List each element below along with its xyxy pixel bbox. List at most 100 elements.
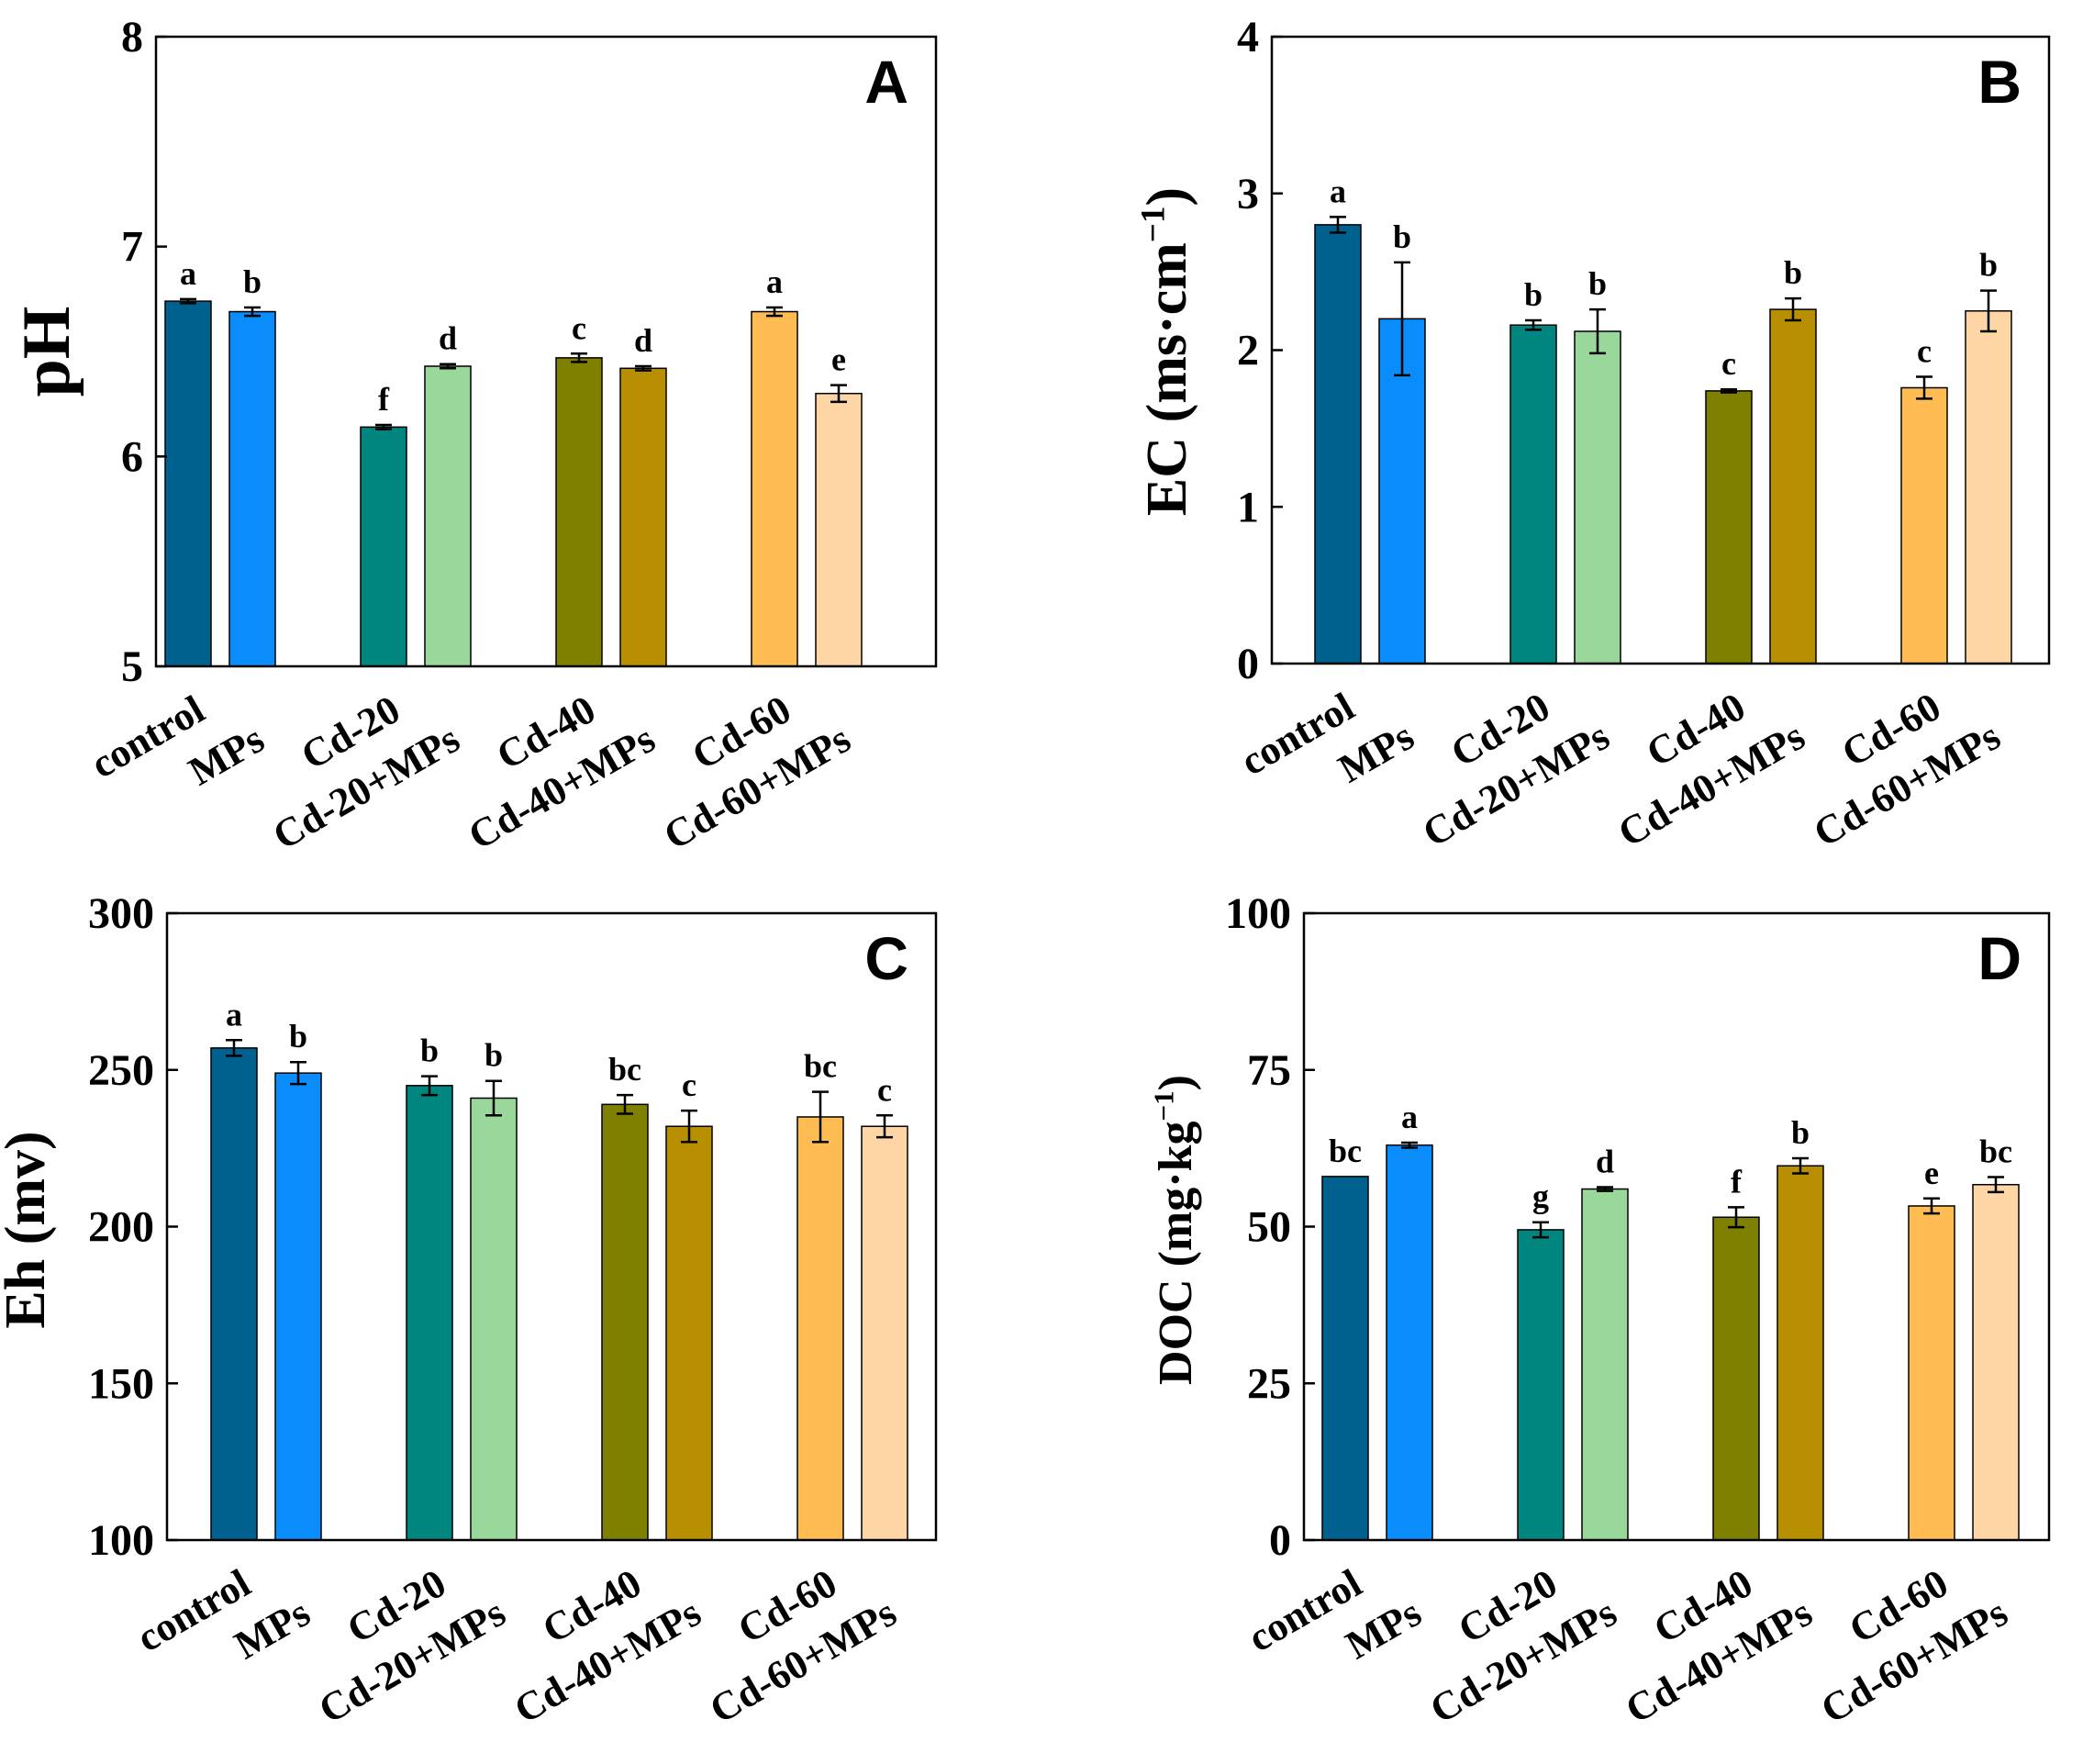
y-tick-label-d-0: 0 bbox=[1269, 1516, 1291, 1565]
error-bar-c-1 bbox=[290, 1060, 306, 1086]
bar-c-7 bbox=[861, 1125, 908, 1541]
bar-a-7 bbox=[815, 392, 863, 667]
error-bar-d-7 bbox=[1988, 1176, 2004, 1194]
bar-c-3 bbox=[470, 1097, 518, 1541]
sig-label-a-6: a bbox=[766, 263, 783, 300]
sig-label-b-0: a bbox=[1330, 173, 1346, 209]
sig-label-b-4: c bbox=[1721, 345, 1736, 382]
error-bar-c-3 bbox=[485, 1079, 502, 1117]
error-bar-b-3 bbox=[1589, 307, 1606, 355]
sig-label-d-1: a bbox=[1401, 1099, 1418, 1135]
y-tick-label-a-3: 8 bbox=[121, 13, 143, 61]
y-tick-label-a-2: 7 bbox=[121, 223, 143, 272]
chart-panel-a: acontrolbMPsfCd-20dCd-20+MPscCd-40dCd-40… bbox=[9, 13, 938, 858]
error-bar-c-0 bbox=[226, 1039, 242, 1057]
sig-label-d-5: b bbox=[1791, 1114, 1810, 1151]
error-bar-b-5 bbox=[1785, 296, 1801, 322]
sig-label-d-0: bc bbox=[1329, 1133, 1362, 1169]
sig-label-c-3: b bbox=[485, 1037, 503, 1074]
sig-label-c-4: bc bbox=[608, 1051, 641, 1088]
y-tick-label-d-3: 75 bbox=[1247, 1046, 1291, 1095]
error-bar-b-2 bbox=[1525, 318, 1542, 331]
y-tick-label-d-4: 100 bbox=[1225, 889, 1291, 938]
error-bar-a-3 bbox=[440, 363, 456, 370]
bar-b-2 bbox=[1509, 324, 1557, 664]
chart-panel-b: acontrolbMPsbCd-20bCd-20+MPscCd-40bCd-40… bbox=[1134, 13, 2051, 855]
error-bar-a-1 bbox=[244, 306, 261, 318]
y-tick-label-b-4: 4 bbox=[1237, 13, 1259, 61]
y-tick-label-d-2: 50 bbox=[1247, 1203, 1291, 1252]
y-axis-label-c: Eh (mv) bbox=[0, 1131, 57, 1328]
bar-c-5 bbox=[665, 1125, 713, 1541]
y-tick-label-c-4: 300 bbox=[88, 889, 154, 938]
axes-frame-a bbox=[154, 35, 938, 668]
y-tick-label-c-2: 200 bbox=[88, 1203, 154, 1252]
error-bar-a-0 bbox=[180, 297, 196, 305]
sig-label-a-4: c bbox=[572, 309, 586, 346]
error-bar-a-5 bbox=[635, 364, 652, 372]
y-tick-label-b-0: 0 bbox=[1237, 640, 1259, 688]
sig-label-b-7: b bbox=[1979, 247, 1998, 284]
error-bar-b-0 bbox=[1330, 216, 1346, 234]
sig-label-d-4: f bbox=[1731, 1163, 1743, 1200]
bar-c-0 bbox=[210, 1047, 258, 1541]
bar-a-6 bbox=[751, 310, 798, 667]
sig-label-b-1: b bbox=[1393, 218, 1411, 255]
error-bar-d-3 bbox=[1597, 1186, 1613, 1192]
y-tick-label-c-3: 250 bbox=[88, 1046, 154, 1095]
bar-d-5 bbox=[1777, 1165, 1824, 1541]
sig-label-c-0: a bbox=[226, 996, 242, 1033]
bar-b-7 bbox=[1965, 310, 2012, 664]
panel-label-c: C bbox=[864, 924, 908, 992]
y-tick-label-a-0: 5 bbox=[121, 642, 143, 691]
sig-label-a-2: f bbox=[378, 381, 390, 418]
error-bar-b-4 bbox=[1721, 387, 1737, 394]
error-bar-c-2 bbox=[421, 1075, 438, 1097]
panel-label-a: A bbox=[864, 48, 908, 116]
y-tick-label-c-0: 100 bbox=[88, 1516, 154, 1565]
y-tick-label-c-1: 150 bbox=[88, 1359, 154, 1408]
bar-c-4 bbox=[601, 1103, 649, 1541]
sig-label-d-6: e bbox=[1924, 1155, 1939, 1191]
error-bar-a-6 bbox=[766, 306, 783, 318]
sig-label-d-7: bc bbox=[1979, 1133, 2012, 1170]
bar-a-1 bbox=[228, 310, 276, 667]
y-axis-label-b: EC (ms·cm−1) bbox=[1134, 187, 1198, 516]
sig-label-a-7: e bbox=[831, 341, 846, 378]
error-bar-d-2 bbox=[1532, 1221, 1549, 1239]
bar-d-1 bbox=[1386, 1144, 1433, 1541]
error-bar-d-1 bbox=[1401, 1141, 1418, 1149]
bar-b-3 bbox=[1574, 330, 1621, 664]
sig-label-b-3: b bbox=[1588, 265, 1607, 302]
bar-d-4 bbox=[1712, 1216, 1760, 1541]
y-tick-label-b-3: 3 bbox=[1237, 170, 1259, 218]
y-tick-label-b-2: 2 bbox=[1237, 327, 1259, 375]
bar-c-2 bbox=[406, 1085, 453, 1541]
bar-a-0 bbox=[164, 300, 212, 667]
bar-a-2 bbox=[360, 426, 407, 667]
sig-label-b-6: c bbox=[1917, 333, 1932, 370]
error-bar-c-6 bbox=[812, 1090, 829, 1144]
sig-label-c-7: c bbox=[877, 1071, 892, 1108]
error-bar-d-5 bbox=[1792, 1156, 1809, 1175]
error-bar-b-1 bbox=[1394, 261, 1410, 377]
sig-label-c-6: bc bbox=[804, 1048, 837, 1085]
error-bar-a-2 bbox=[375, 423, 392, 430]
chart-panel-d: bccontrolaMPsgCd-20dCd-20+MPsfCd-40bCd-4… bbox=[1147, 889, 2051, 1732]
bar-d-0 bbox=[1321, 1176, 1369, 1541]
sig-label-d-2: g bbox=[1532, 1178, 1549, 1215]
error-bar-c-7 bbox=[876, 1114, 893, 1139]
bar-c-1 bbox=[274, 1072, 322, 1541]
bar-b-4 bbox=[1705, 390, 1753, 664]
error-bar-d-4 bbox=[1728, 1206, 1744, 1229]
sig-label-a-0: a bbox=[180, 255, 196, 292]
error-bar-b-7 bbox=[1980, 289, 1997, 333]
bar-a-4 bbox=[555, 357, 603, 667]
sig-label-c-2: b bbox=[420, 1033, 439, 1069]
bar-b-0 bbox=[1314, 224, 1362, 664]
panel-label-b: B bbox=[1977, 48, 2022, 116]
sig-label-d-3: d bbox=[1596, 1143, 1614, 1179]
error-bar-c-4 bbox=[617, 1093, 633, 1115]
y-tick-label-a-1: 6 bbox=[121, 432, 143, 481]
